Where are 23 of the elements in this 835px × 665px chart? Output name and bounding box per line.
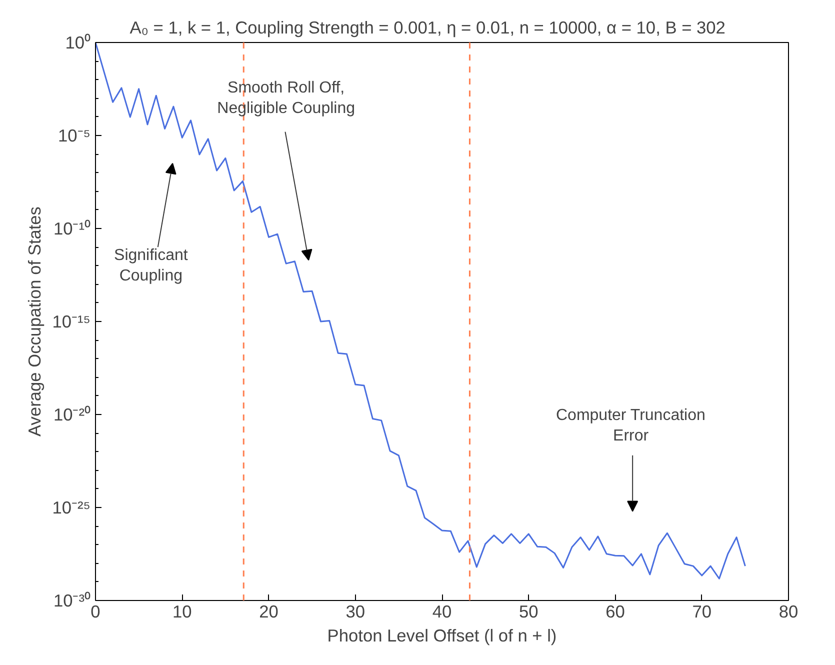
x-tick-label: 80 (778, 602, 798, 622)
y-tick-label: 10⁰ (65, 32, 91, 52)
x-tick-label: 30 (346, 602, 366, 622)
x-tick-label: 0 (90, 602, 100, 622)
x-tick-label: 50 (518, 602, 538, 622)
y-tick-label: 10⁻⁵ (58, 126, 91, 146)
x-tick-label: 40 (432, 602, 452, 622)
y-tick-label: 10⁻²⁰ (53, 404, 90, 424)
annotation: Smooth Roll Off, Negligible Coupling (217, 80, 356, 117)
x-tick-label: 70 (692, 602, 712, 622)
x-tick-label: 60 (606, 602, 625, 622)
y-tick-label: 10⁻¹⁵ (52, 312, 91, 332)
x-axis-title: Photon Level Offset (l of n + l) (327, 626, 557, 646)
annotation: Significant Coupling (114, 247, 188, 284)
x-tick-label: 10 (172, 602, 192, 622)
y-tick-label: 10⁻³⁰ (53, 590, 90, 610)
x-tick-label: 20 (259, 602, 278, 622)
annotation: Computer Truncation Error (556, 406, 706, 444)
chart-title: A₀ = 1, k = 1, Coupling Strength = 0.001, η = 0.01, n = 10000, α = 10, B = 302 (130, 18, 726, 38)
line-series (96, 42, 746, 580)
y-tick-label: 10⁻²⁵ (52, 498, 91, 518)
y-tick-label: 10⁻¹⁰ (53, 218, 90, 238)
y-axis-title: Average Occupation of States (24, 206, 44, 436)
